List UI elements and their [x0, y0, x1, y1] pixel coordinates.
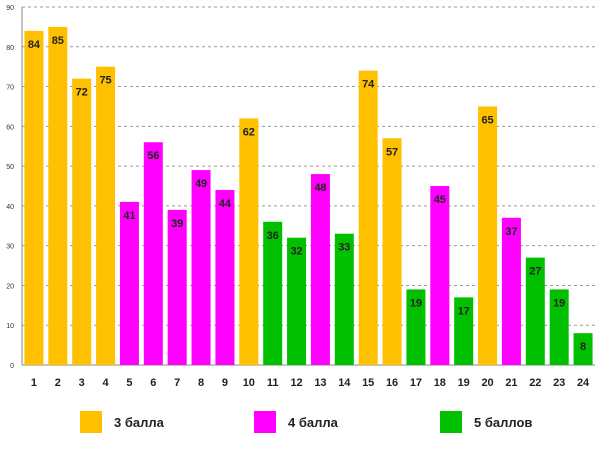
data-label-16: 57 [386, 146, 398, 158]
bar-18 [430, 186, 450, 365]
data-label-18: 45 [434, 194, 446, 206]
bar-22 [525, 257, 545, 365]
y-tick-label-0: 0 [10, 363, 14, 370]
legend-label-4-balla: 4 балла [288, 414, 338, 430]
x-tick-label-13: 13 [314, 377, 326, 389]
y-tick-label-50: 50 [6, 164, 14, 171]
x-tick-label-24: 24 [577, 377, 590, 389]
data-label-21: 37 [505, 226, 517, 238]
data-label-13: 48 [314, 182, 326, 194]
bar-23 [549, 289, 569, 365]
data-label-19: 17 [458, 305, 470, 317]
y-tick-label-30: 30 [6, 244, 14, 251]
x-tick-label-22: 22 [529, 377, 541, 389]
x-tick-label-18: 18 [434, 377, 446, 389]
data-label-5: 41 [123, 210, 135, 222]
x-tick-label-14: 14 [338, 377, 351, 389]
data-label-15: 74 [362, 79, 375, 91]
y-tick-label-60: 60 [6, 124, 14, 131]
x-tick-label-19: 19 [458, 377, 470, 389]
x-tick-label-12: 12 [290, 377, 302, 389]
bar-13 [310, 174, 330, 365]
data-label-2: 85 [52, 35, 64, 47]
bar-2 [48, 26, 68, 366]
data-label-7: 39 [171, 218, 183, 230]
data-label-23: 19 [553, 297, 565, 309]
bar-1 [24, 30, 44, 365]
bar-14 [334, 233, 354, 365]
x-tick-label-6: 6 [150, 377, 156, 389]
data-label-14: 33 [338, 242, 350, 254]
data-label-4: 75 [99, 75, 111, 87]
legend-swatch-5-ballov [440, 411, 462, 433]
x-tick-label-3: 3 [79, 377, 85, 389]
y-tick-label-10: 10 [6, 323, 14, 330]
legend-item-3-balla: 3 балла [80, 410, 164, 434]
data-label-22: 27 [529, 266, 541, 278]
data-label-24: 8 [580, 341, 586, 353]
data-label-9: 44 [219, 198, 232, 210]
bar-20 [478, 106, 498, 365]
bar-15 [358, 70, 378, 366]
bar-9 [215, 189, 235, 365]
y-tick-label-20: 20 [6, 283, 14, 290]
bar-3 [72, 78, 92, 365]
legend-item-4-balla: 4 балла [254, 410, 338, 434]
data-label-11: 36 [267, 230, 279, 242]
x-tick-label-11: 11 [267, 377, 279, 389]
x-tick-label-21: 21 [505, 377, 517, 389]
y-tick-label-90: 90 [6, 5, 14, 12]
legend-item-5-ballov: 5 баллов [440, 410, 532, 434]
x-tick-label-15: 15 [362, 377, 374, 389]
bar-6 [143, 142, 163, 365]
x-tick-label-17: 17 [410, 377, 422, 389]
x-tick-label-5: 5 [126, 377, 132, 389]
y-tick-label-80: 80 [6, 45, 14, 52]
legend-swatch-3-balla [80, 411, 102, 433]
legend-label-5-ballov: 5 баллов [474, 414, 533, 430]
data-label-6: 56 [147, 150, 159, 162]
x-tick-label-9: 9 [222, 377, 228, 389]
y-tick-label-40: 40 [6, 204, 14, 211]
x-tick-label-23: 23 [553, 377, 565, 389]
y-tick-label-70: 70 [6, 85, 14, 92]
bar-8 [191, 170, 211, 365]
data-label-12: 32 [290, 246, 302, 258]
bar-12 [287, 237, 307, 365]
bar-16 [382, 138, 402, 365]
bar-10 [239, 118, 259, 365]
bar-5 [119, 201, 139, 365]
x-tick-label-8: 8 [198, 377, 204, 389]
data-label-3: 72 [76, 87, 88, 99]
x-tick-label-10: 10 [243, 377, 255, 389]
data-label-17: 19 [410, 297, 422, 309]
legend-label-3-balla: 3 балла [114, 414, 164, 430]
bar-11 [263, 221, 283, 365]
bar-17 [406, 289, 426, 365]
bar-4 [96, 66, 116, 366]
data-label-8: 49 [195, 178, 207, 190]
legend-swatch-4-balla [254, 411, 276, 433]
x-tick-label-7: 7 [174, 377, 180, 389]
bar-21 [501, 217, 521, 365]
bar-19 [454, 297, 474, 365]
data-label-1: 84 [28, 39, 41, 51]
x-tick-label-16: 16 [386, 377, 398, 389]
data-label-10: 62 [243, 126, 255, 138]
bar-7 [167, 209, 187, 365]
x-tick-label-1: 1 [31, 377, 37, 389]
x-tick-label-20: 20 [481, 377, 493, 389]
x-tick-label-4: 4 [103, 377, 110, 389]
data-label-20: 65 [481, 114, 493, 126]
x-tick-label-2: 2 [55, 377, 61, 389]
bar-24 [573, 333, 593, 365]
